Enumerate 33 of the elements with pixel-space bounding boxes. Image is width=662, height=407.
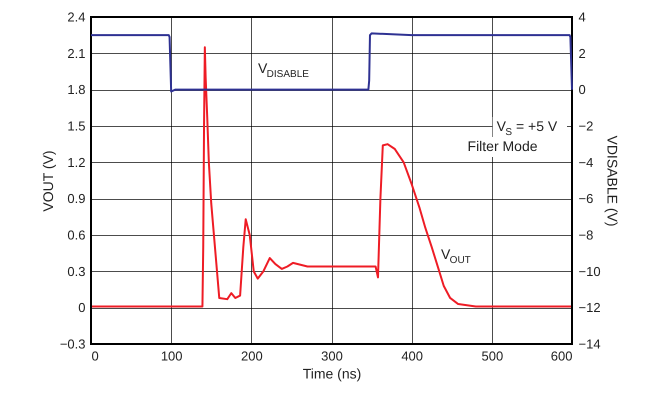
y2-tick-label: −6 — [578, 191, 594, 206]
y-tick-label: 0 — [78, 300, 86, 316]
y2-tick-label: −12 — [578, 300, 601, 316]
x-tick-label: 500 — [481, 348, 504, 364]
y-tick-label: 1.8 — [67, 82, 86, 98]
y2-tick-label: 0 — [578, 82, 586, 98]
y2-tick-label: −4 — [578, 154, 594, 170]
y2-axis-title: VDISABLE (V) — [604, 135, 621, 227]
y-tick-label: −0.3 — [60, 336, 86, 352]
y2-tick-label: −8 — [578, 228, 594, 242]
x-tick-label: 200 — [240, 348, 263, 364]
y-axis-title: VOUT (V) — [40, 150, 56, 212]
y2-tick-label: −10 — [578, 264, 601, 279]
x-tick-label: 300 — [321, 348, 343, 364]
line-series — [90, 46, 573, 308]
y-tick-label: 2.4 — [67, 10, 86, 24]
x-tick-label: 600 — [550, 348, 572, 364]
y-tick-label: 0.6 — [67, 228, 86, 242]
line-series — [90, 32, 573, 92]
annotation: Filter Mode — [468, 138, 538, 154]
y-tick-label: 0.9 — [67, 191, 86, 206]
x-tick-label: 400 — [401, 348, 424, 364]
y-tick-label: 1.5 — [67, 118, 86, 134]
y-tick-label: 0.3 — [67, 264, 86, 279]
y-tick-label: 1.2 — [67, 154, 86, 170]
y2-tick-label: 4 — [578, 10, 586, 24]
y2-tick-label: −2 — [578, 118, 594, 134]
y2-tick-label: −14 — [578, 336, 601, 352]
x-tick-label: 0 — [92, 348, 99, 364]
x-tick-label: 100 — [160, 348, 183, 364]
y2-tick-label: 2 — [578, 46, 586, 61]
x-axis-title: Time (ns) — [302, 366, 362, 382]
y-tick-label: 2.1 — [67, 46, 86, 61]
